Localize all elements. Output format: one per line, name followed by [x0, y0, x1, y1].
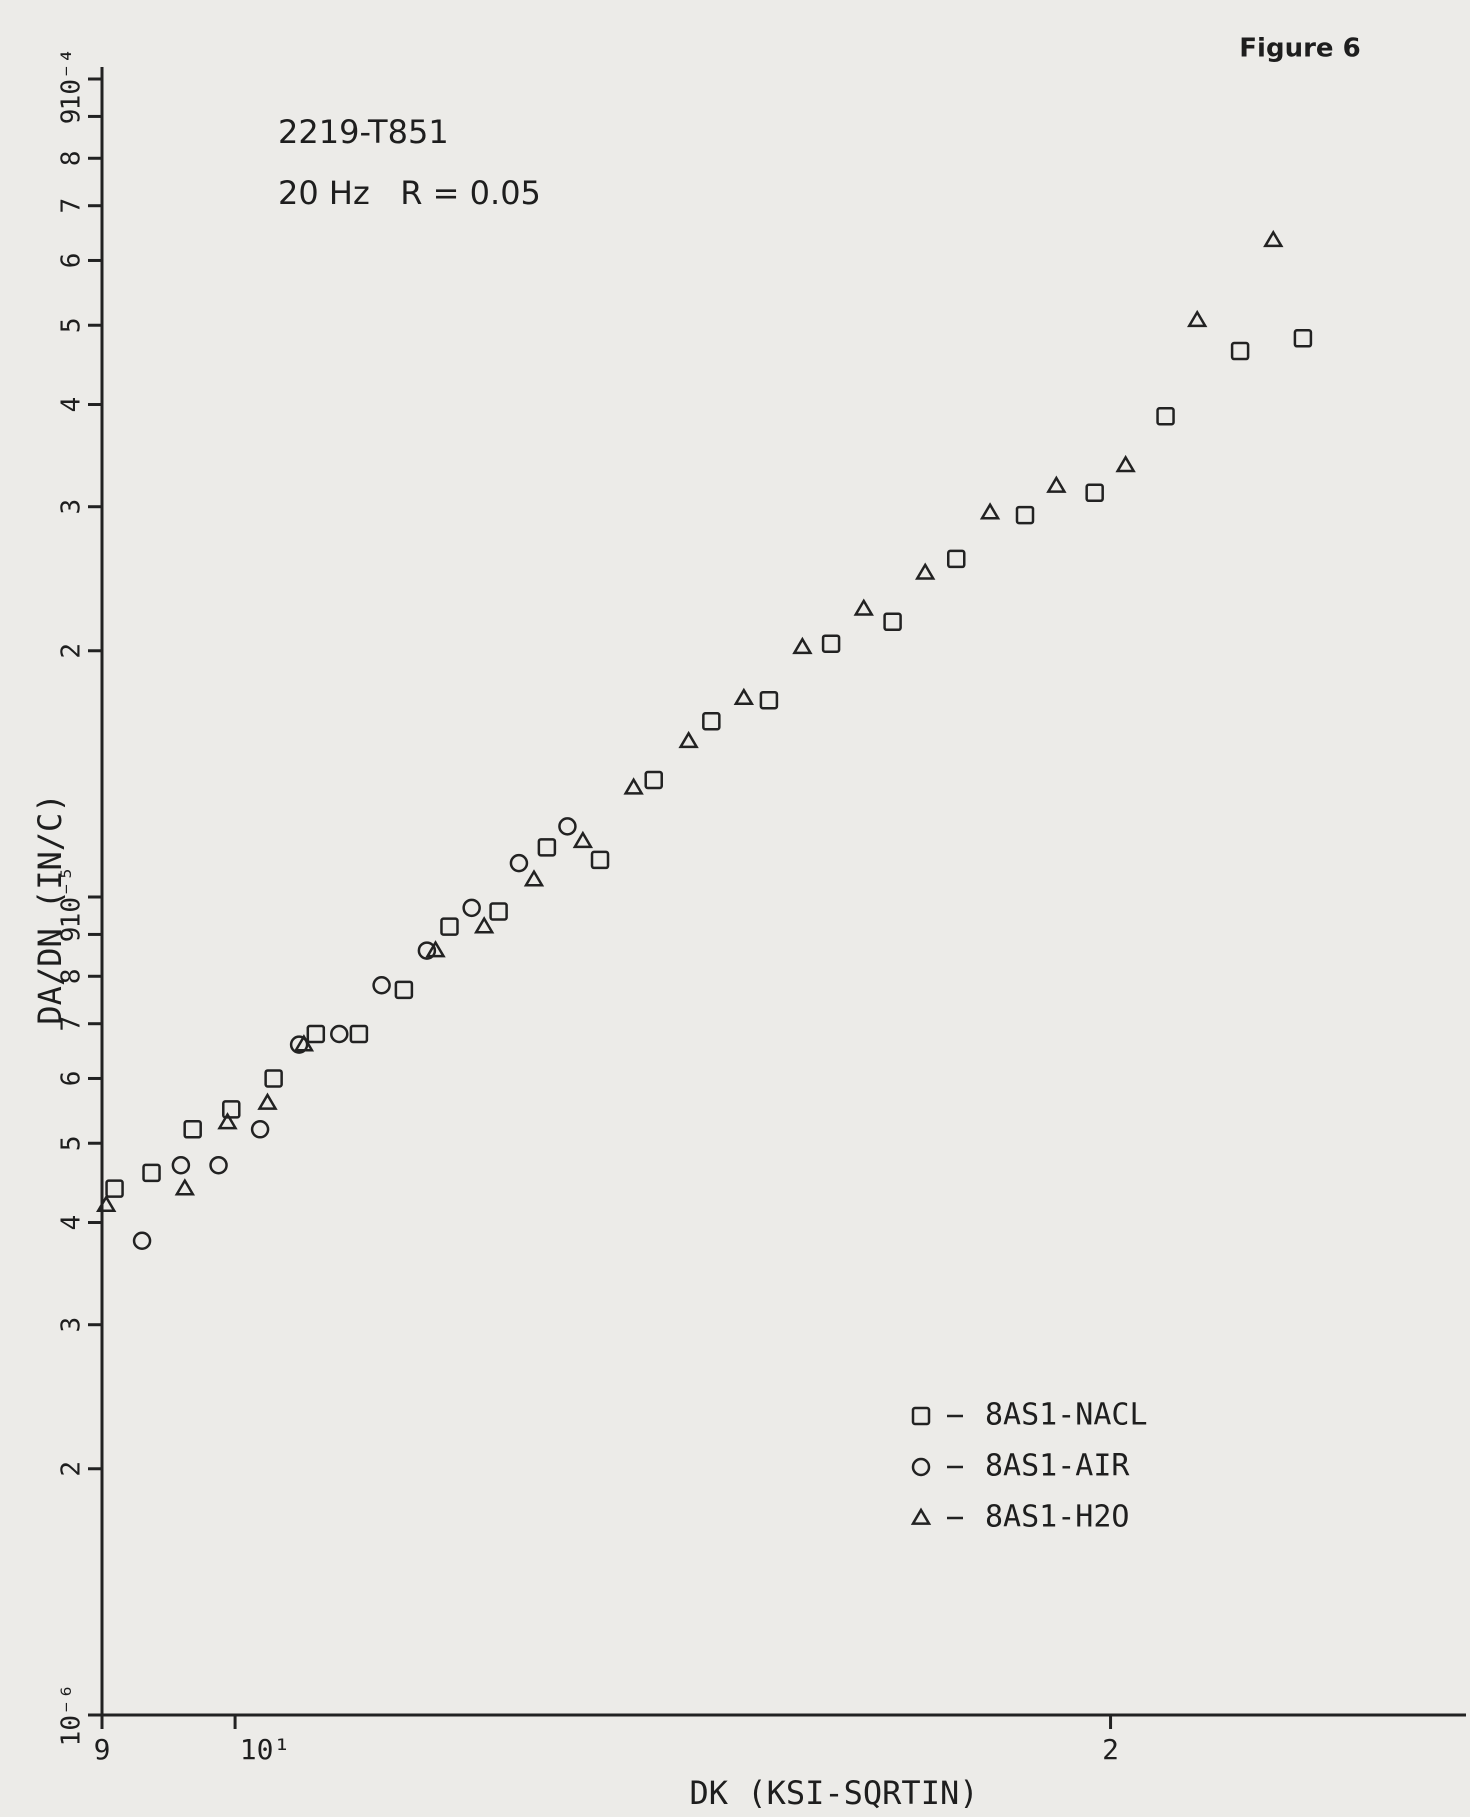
y-tick-label: 9: [57, 927, 87, 943]
point: [96, 1194, 117, 1213]
point: [759, 690, 779, 710]
point: [1085, 483, 1104, 503]
legend-label: 8AS1-H2O: [985, 1500, 1130, 1535]
point: [293, 1034, 315, 1052]
point: [417, 941, 437, 960]
point: [264, 1069, 283, 1088]
y-tick-label: 8: [57, 968, 87, 984]
point: [947, 549, 966, 569]
point: [509, 853, 529, 873]
point: [257, 1092, 278, 1110]
point: [1015, 505, 1035, 525]
point: [349, 1024, 369, 1044]
point: [644, 770, 663, 790]
point: [590, 850, 610, 870]
point: [289, 1035, 309, 1054]
point: [132, 1231, 152, 1250]
point: [250, 1120, 270, 1139]
point: [572, 830, 594, 849]
x-tick-label: 2: [1102, 1733, 1119, 1766]
point: [183, 1120, 202, 1139]
point: [523, 869, 545, 887]
point: [915, 562, 936, 580]
point: [306, 1024, 326, 1044]
y-tick-label: 4: [57, 1215, 87, 1231]
point: [1156, 407, 1175, 426]
point: [1293, 329, 1313, 348]
x-tick-label: 9: [94, 1733, 111, 1766]
point: [1046, 475, 1067, 493]
y-tick-label: 10⁻⁵: [57, 866, 87, 929]
point: [821, 634, 841, 653]
point: [883, 612, 902, 632]
point: [853, 598, 874, 616]
y-tick-label: 3: [57, 499, 87, 515]
y-tick-label: 9: [57, 109, 87, 125]
y-tick-label: 2: [57, 643, 87, 659]
point: [558, 817, 577, 836]
legend-marker: [911, 1457, 931, 1477]
legend-label: 8AS1-NACL: [985, 1398, 1148, 1433]
point: [979, 502, 1001, 520]
y-axis-label: DA/DN (IN/C): [31, 793, 69, 1024]
y-tick-label: 5: [57, 317, 87, 333]
point: [330, 1024, 349, 1044]
x-tick-label: 10¹: [240, 1733, 291, 1766]
point: [440, 917, 459, 936]
point: [733, 687, 755, 706]
y-tick-label: 4: [57, 397, 87, 413]
point: [209, 1155, 228, 1175]
y-tick-label: 3: [57, 1317, 87, 1333]
x-axis-label: DK (KSI-SQRTIN): [690, 1774, 979, 1812]
point: [174, 1178, 196, 1196]
annotation: 20 Hz R = 0.05: [278, 174, 541, 212]
point: [462, 898, 481, 918]
y-tick-label: 5: [57, 1135, 87, 1151]
point: [1187, 309, 1208, 328]
point: [702, 712, 721, 731]
point: [1263, 229, 1284, 248]
y-tick-label: 10⁻⁶: [57, 1684, 87, 1747]
y-tick-label: 8: [57, 150, 87, 166]
point: [222, 1100, 241, 1119]
point: [372, 976, 391, 995]
point: [537, 838, 557, 857]
point: [425, 940, 446, 958]
y-tick-label: 7: [57, 198, 87, 214]
point: [489, 902, 508, 921]
legend-label: 8AS1-AIR: [985, 1449, 1130, 1484]
annotation: 2219-T851: [278, 113, 449, 151]
y-tick-label: 6: [57, 253, 87, 269]
point: [1115, 454, 1136, 473]
point: [394, 980, 414, 1000]
point: [105, 1179, 124, 1198]
point: [142, 1163, 161, 1183]
point: [623, 777, 644, 795]
point: [792, 636, 813, 655]
y-tick-label: 7: [57, 1016, 87, 1032]
point: [1230, 341, 1250, 361]
point: [678, 730, 699, 749]
point: [473, 916, 495, 934]
chart-title: Figure 6: [1239, 34, 1360, 64]
y-tick-label: 10⁻⁴: [57, 48, 87, 111]
y-tick-label: 6: [57, 1071, 87, 1087]
y-tick-label: 2: [57, 1461, 87, 1477]
legend-marker: [911, 1406, 931, 1426]
point: [217, 1112, 238, 1130]
legend-marker: [910, 1507, 932, 1525]
point: [171, 1155, 191, 1175]
